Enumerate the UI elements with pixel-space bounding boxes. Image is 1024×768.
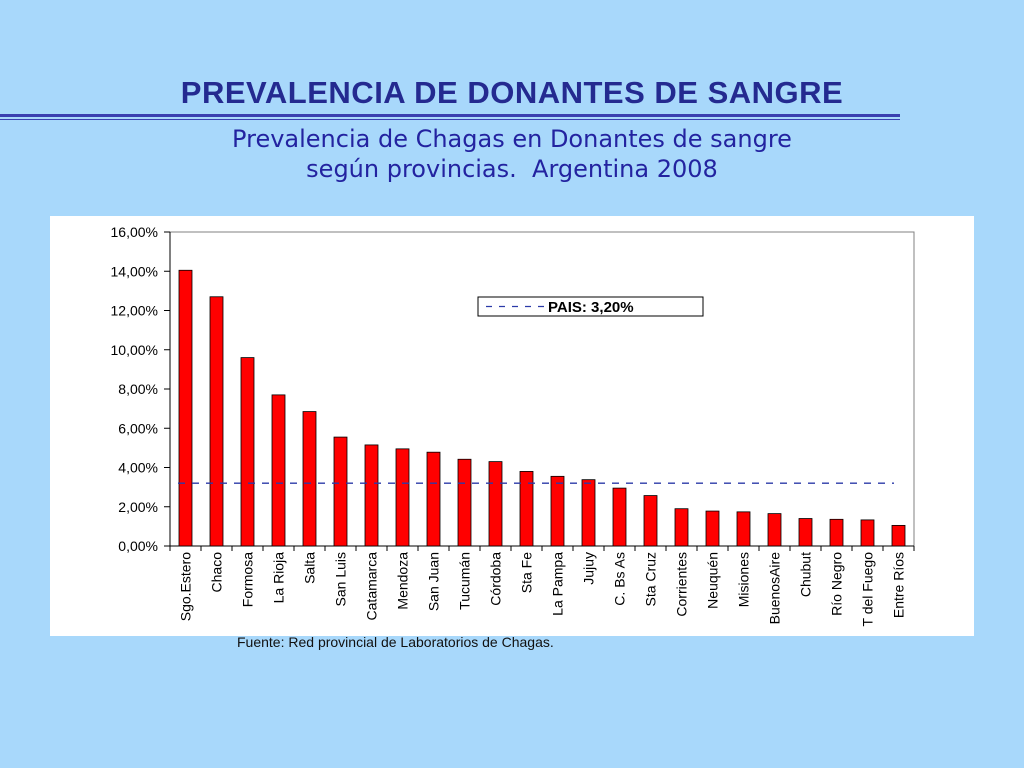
bar	[705, 510, 720, 547]
y-tick-label: 6,00%	[118, 420, 158, 436]
x-tick-label: Formosa	[240, 552, 256, 607]
source-note: Fuente: Red provincial de Laboratorios d…	[237, 634, 554, 650]
x-tick-label: Sta Fe	[519, 552, 535, 593]
y-axis: 0,00% 2,00% 4,00% 6,00% 8,00% 10,00% 12,00% 14,…	[111, 224, 914, 554]
subtitle-line-2: según provincias. Argentina 2008	[306, 155, 718, 183]
bar	[364, 444, 379, 547]
x-tick-label: San Juan	[426, 552, 442, 611]
bar	[271, 394, 286, 547]
subtitle-line-1: Prevalencia de Chagas en Donantes de san…	[232, 125, 792, 153]
x-tick-label: Córdoba	[488, 552, 504, 606]
legend-label: PAIS: 3,20%	[548, 299, 634, 316]
bar	[829, 518, 844, 547]
slide-subtitle: Prevalencia de Chagas en Donantes de san…	[0, 124, 1024, 184]
bar	[736, 511, 751, 547]
bar	[612, 487, 627, 547]
x-tick-label: Mendoza	[395, 552, 411, 610]
chart-panel: 0,00% 2,00% 4,00% 6,00% 8,00% 10,00% 12,00% 14,…	[50, 216, 974, 636]
x-tick-label: BuenosAire	[767, 552, 783, 625]
bar	[240, 357, 255, 547]
bar	[426, 451, 441, 547]
bars	[178, 269, 906, 547]
bar	[302, 411, 317, 547]
x-tick-label: San Luis	[333, 552, 349, 606]
y-tick-label: 12,00%	[111, 303, 158, 319]
bar	[860, 519, 875, 547]
y-tick-label: 2,00%	[118, 499, 158, 515]
x-tick-label: La Rioja	[271, 552, 287, 604]
slide-title: PREVALENCIA DE DONANTES DE SANGRE	[180, 75, 844, 110]
bar	[457, 458, 472, 547]
bar	[519, 471, 534, 547]
y-tick-label: 16,00%	[111, 224, 158, 240]
bar	[488, 461, 503, 547]
x-tick-label: Entre Ríos	[891, 552, 907, 618]
bar	[178, 269, 193, 547]
bar	[550, 475, 565, 547]
y-tick-label: 10,00%	[111, 342, 158, 358]
y-tick-label: 14,00%	[111, 263, 158, 279]
bar	[674, 508, 689, 547]
x-tick-label: Catamarca	[364, 552, 380, 621]
x-tick-label: La Pampa	[550, 552, 566, 616]
bar	[891, 524, 906, 547]
bar	[209, 296, 224, 547]
x-tick-label: Jujuy	[581, 552, 597, 585]
x-tick-label: Chaco	[209, 552, 225, 593]
bar	[767, 513, 782, 547]
x-tick-label: Tucumán	[457, 552, 473, 610]
x-tick-label: C. Bs As	[612, 552, 628, 606]
bar	[798, 518, 813, 547]
bar-chart: 0,00% 2,00% 4,00% 6,00% 8,00% 10,00% 12,00% 14,…	[111, 224, 915, 627]
x-tick-label: Sta Cruz	[643, 552, 659, 606]
legend-box	[477, 296, 704, 317]
x-tick-label: Corrientes	[674, 552, 690, 617]
x-tick-label: Río Negro	[829, 552, 845, 616]
bar	[333, 436, 348, 547]
x-tick-label: T del Fuego	[860, 552, 876, 627]
y-tick-label: 4,00%	[118, 460, 158, 476]
title-divider	[0, 114, 900, 120]
y-tick-label: 8,00%	[118, 381, 158, 397]
legend: PAIS: 3,20%	[477, 296, 704, 317]
bar	[643, 495, 658, 547]
x-tick-label: Neuquén	[705, 552, 721, 609]
x-tick-label: Sgo.Estero	[178, 552, 194, 621]
x-tick-label: Misiones	[736, 552, 752, 607]
x-tick-label: Salta	[302, 552, 318, 584]
bar	[395, 448, 410, 547]
y-tick-label: 0,00%	[118, 538, 158, 554]
x-tick-label: Chubut	[798, 552, 814, 597]
x-axis-labels: Sgo.Estero Chaco Formosa La Rioja Salta San L…	[169, 546, 915, 627]
bar	[581, 479, 596, 547]
